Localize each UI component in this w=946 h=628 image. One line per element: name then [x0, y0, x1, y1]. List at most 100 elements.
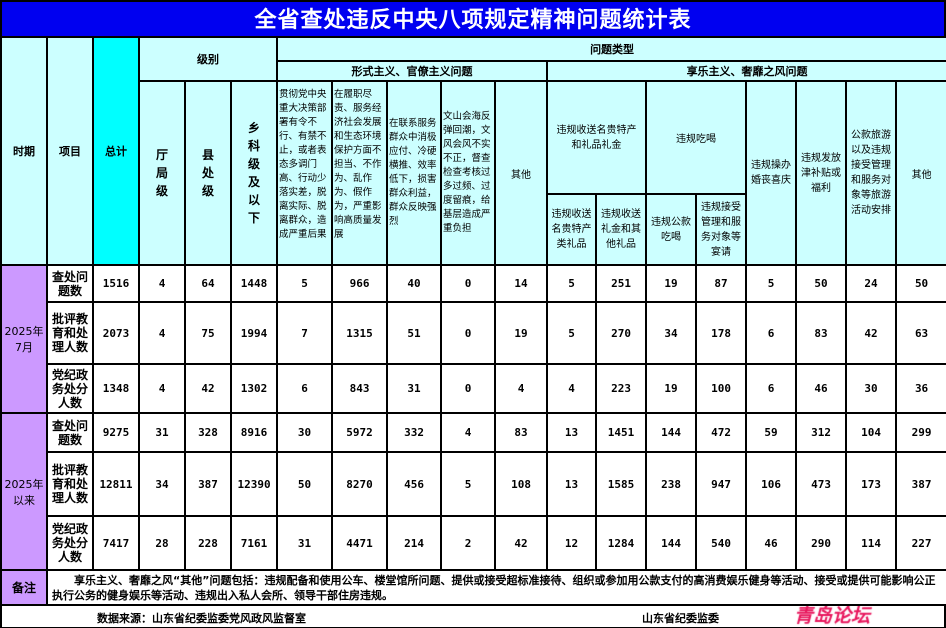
- value-cell: 472: [695, 412, 748, 453]
- value-cell: 42: [494, 515, 549, 571]
- header-level-xiang: 乡科级及以下: [229, 80, 279, 266]
- value-cell: 299: [895, 412, 946, 453]
- value-cell: 4: [440, 412, 497, 453]
- value-cell: 19: [494, 301, 549, 365]
- value-cell: 42: [184, 363, 232, 414]
- table-row: 党纪政务处分人数 1348 4 42 1302 6 843 31 0 4 4 223 19 100 6 46 3…: [1, 363, 946, 414]
- value-cell: 19: [645, 264, 698, 303]
- value-cell: 31: [138, 412, 186, 453]
- value-cell: 104: [845, 412, 898, 453]
- header-formalism-col: 在履职尽责、服务经济社会发展和生态环境保护方面不担当、不作为、乱作为、假作为，严…: [331, 80, 389, 266]
- header-formalism-col: 在联系服务群众中消极应付、冷硬横推、效率低下，损害群众利益，群众反映强烈: [386, 80, 443, 266]
- total-cell: 9275: [92, 412, 140, 453]
- header-formalism: 形式主义、官僚主义问题: [276, 60, 549, 82]
- value-cell: 83: [494, 412, 549, 453]
- value-cell: 251: [595, 264, 648, 303]
- value-cell: 51: [386, 301, 443, 365]
- statistics-table: 时期 项目 总计 级别 问题类型 形式主义、官僚主义问题 享乐主义、奢靡之风问题…: [0, 36, 946, 606]
- header-period: 时期: [0, 36, 48, 266]
- value-cell: 28: [138, 515, 186, 571]
- value-cell: 63: [895, 301, 946, 365]
- value-cell: 0: [440, 363, 497, 414]
- item-cell: 批评教育和处理人数: [46, 451, 94, 517]
- period-cell: 2025年以来: [0, 412, 48, 571]
- value-cell: 178: [695, 301, 748, 365]
- value-cell: 42: [845, 301, 898, 365]
- value-cell: 7: [276, 301, 334, 365]
- value-cell: 50: [795, 264, 848, 303]
- header-dining-group: 违规吃喝: [645, 80, 748, 195]
- value-cell: 30: [276, 412, 334, 453]
- value-cell: 4: [138, 301, 186, 365]
- header-gift-group: 违规收送名贵特产和礼品礼金: [546, 80, 648, 195]
- value-cell: 34: [138, 451, 186, 517]
- value-cell: 1284: [595, 515, 648, 571]
- value-cell: 332: [386, 412, 443, 453]
- value-cell: 227: [895, 515, 946, 571]
- value-cell: 0: [440, 264, 497, 303]
- header-problem-type: 问题类型: [276, 36, 946, 62]
- item-cell: 批评教育和处理人数: [46, 301, 94, 365]
- note-label: 备注: [0, 569, 48, 606]
- total-cell: 1516: [92, 264, 140, 303]
- header-hedonism: 享乐主义、奢靡之风问题: [546, 60, 946, 82]
- total-cell: 2073: [92, 301, 140, 365]
- value-cell: 173: [845, 451, 898, 517]
- value-cell: 59: [745, 412, 798, 453]
- value-cell: 1315: [331, 301, 389, 365]
- value-cell: 4: [546, 363, 598, 414]
- value-cell: 100: [695, 363, 748, 414]
- data-source: 数据来源：山东省纪委监委党风政风监督室: [97, 612, 306, 625]
- value-cell: 4: [494, 363, 549, 414]
- value-cell: 456: [386, 451, 443, 517]
- value-cell: 6: [745, 301, 798, 365]
- value-cell: 31: [386, 363, 443, 414]
- item-cell: 查处问题数: [46, 412, 94, 453]
- value-cell: 7161: [229, 515, 279, 571]
- item-cell: 党纪政务处分人数: [46, 515, 94, 571]
- table-row: 2025年7月 查处问题数 1516 4 64 1448 5 966 40 0 14 5 251 19 87…: [0, 264, 946, 414]
- footer: 数据来源：山东省纪委监委党风政风监督室 山东省纪委监委: [0, 606, 946, 628]
- value-cell: 4471: [331, 515, 389, 571]
- value-cell: 8916: [229, 412, 279, 453]
- value-cell: 24: [845, 264, 898, 303]
- value-cell: 6: [745, 363, 798, 414]
- value-cell: 328: [184, 412, 232, 453]
- value-cell: 12: [546, 515, 598, 571]
- value-cell: 843: [331, 363, 389, 414]
- item-cell: 查处问题数: [46, 264, 94, 303]
- value-cell: 228: [184, 515, 232, 571]
- header-gift-col: 违规收送礼金和其他礼品: [595, 193, 648, 266]
- signature: 山东省纪委监委: [642, 612, 719, 625]
- value-cell: 4: [138, 363, 186, 414]
- header-total: 总计: [92, 36, 140, 266]
- header-level-ting: 厅局级: [138, 80, 186, 266]
- value-cell: 50: [276, 451, 334, 517]
- note-text: 享乐主义、奢靡之风“其他”问题包括：违规配备和使用公车、楼堂馆所问题、提供或接受…: [45, 569, 946, 606]
- value-cell: 5: [276, 264, 334, 303]
- header-dining-col: 违规公款吃喝: [645, 193, 698, 266]
- value-cell: 270: [595, 301, 648, 365]
- value-cell: 114: [845, 515, 898, 571]
- value-cell: 966: [331, 264, 389, 303]
- total-cell: 1348: [92, 363, 140, 414]
- total-cell: 7417: [92, 515, 140, 571]
- value-cell: 5: [546, 301, 598, 365]
- value-cell: 387: [184, 451, 232, 517]
- value-cell: 473: [795, 451, 848, 517]
- period-cell: 2025年7月: [0, 264, 48, 414]
- value-cell: 19: [645, 363, 698, 414]
- value-cell: 238: [645, 451, 698, 517]
- header-hedonism-col: 违规发放津补贴或福利: [795, 80, 848, 266]
- value-cell: 30: [845, 363, 898, 414]
- header-level: 级别: [137, 36, 279, 82]
- header-level-xian: 县处级: [184, 80, 232, 266]
- value-cell: 46: [795, 363, 848, 414]
- value-cell: 144: [645, 515, 698, 571]
- table-title: 全省查处违反中央八项规定精神问题统计表: [0, 0, 946, 36]
- value-cell: 34: [645, 301, 698, 365]
- value-cell: 1585: [595, 451, 648, 517]
- value-cell: 1994: [229, 301, 279, 365]
- value-cell: 5: [546, 264, 598, 303]
